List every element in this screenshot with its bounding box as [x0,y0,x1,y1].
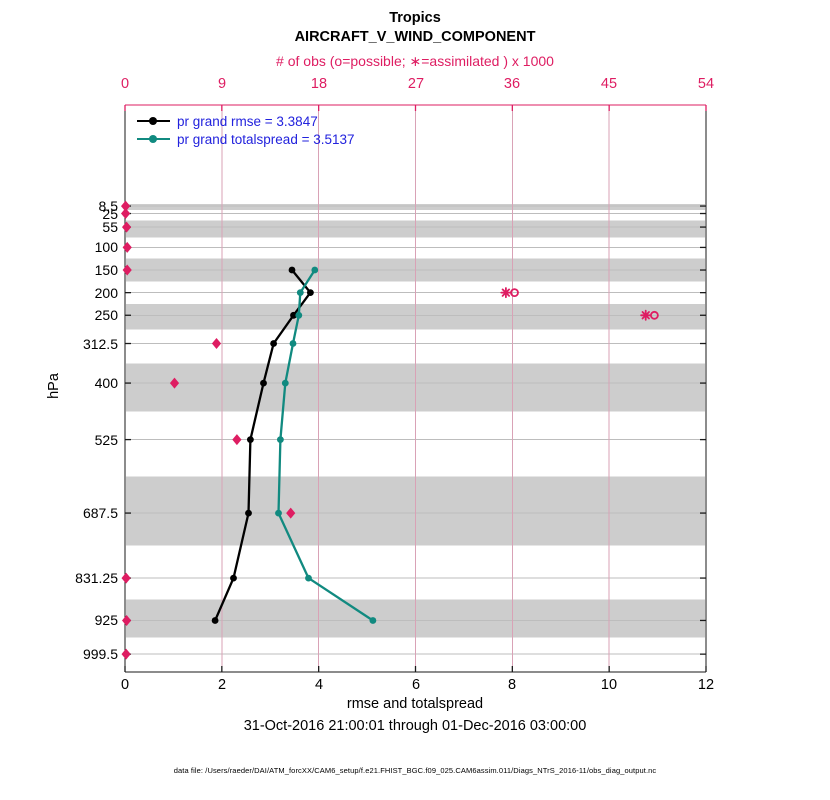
x-tick-label: 10 [600,677,618,693]
obs-marker [122,241,132,253]
x-tick-label: 4 [314,677,324,693]
pr-grand-totalspread-point [275,509,282,517]
pr-grand-rmse-point [247,436,254,443]
pr-grand-totalspread-point [311,266,319,274]
x-tick-label: 2 [217,677,227,693]
top-tick-label: 18 [310,76,328,92]
pr-grand-totalspread-point [277,436,284,443]
legend-swatch-totalspread [137,130,170,148]
obs-marker [121,208,131,219]
legend: pr grand rmse = 3.3847 pr grand totalspr… [137,112,355,148]
obs-marker [211,338,222,349]
x-tick-label: 12 [697,677,715,693]
legend-label-rmse: pr grand rmse = 3.3847 [177,113,318,129]
y-tick-label: 312.5 [82,336,118,352]
pr-grand-rmse-point [260,379,267,387]
y-axis-title: hPa [46,373,62,399]
obs-marker [121,648,131,660]
date-range: 31-Oct-2016 21:00:01 through 01-Dec-2016… [243,718,587,734]
y-tick-label: 55 [102,219,118,235]
x-tick-label: 0 [120,677,130,693]
data-file-note: data file: /Users/raeder/DAI/ATM_forcXX/… [173,766,657,775]
pr-grand-totalspread-point [369,617,377,624]
pr-grand-rmse-point [230,574,237,582]
y-tick-label: 999.5 [82,646,118,662]
pr-grand-rmse-point [245,509,252,517]
chart-title: Tropics [389,10,441,26]
y-tick-label: 525 [94,432,118,448]
top-tick-label: 45 [600,76,618,92]
top-tick-label: 9 [217,76,227,92]
y-tick-label: 150 [94,262,118,278]
pr-grand-totalspread-point [305,574,312,582]
y-tick-label: 100 [94,239,118,255]
y-tick-label: 25 [102,206,118,222]
y-tick-label: 250 [94,307,118,323]
top-tick-label: 36 [503,76,521,92]
y-tick-label: 8.5 [98,198,118,214]
x-tick-label: 6 [411,677,421,693]
y-tick-label: 831.25 [75,570,118,586]
x-axis-title: rmse and totalspread [346,696,484,712]
x-tick-label: 8 [507,677,517,693]
pr-grand-rmse-point [290,311,297,319]
chart-subtitle: AIRCRAFT_V_WIND_COMPONENT [294,29,536,45]
pr-grand-rmse-point [288,266,296,274]
pr-grand-rmse-point [270,340,277,347]
legend-dot-icon [149,135,157,143]
y-tick-label: 400 [94,375,118,391]
top-tick-label: 27 [407,76,425,92]
obs-marker [122,615,132,626]
pr-grand-rmse-point [307,289,314,296]
pr-grand-rmse-point [211,617,219,624]
y-tick-label: 687.5 [82,505,118,521]
top-tick-label: 54 [697,76,715,92]
obs-marker [122,221,132,233]
obs-marker [232,434,242,446]
legend-swatch-rmse [137,112,170,130]
obs-marker [169,377,180,389]
legend-item-rmse: pr grand rmse = 3.3847 [137,112,355,130]
legend-label-totalspread: pr grand totalspread = 3.5137 [177,131,355,147]
obs-marker [121,200,131,212]
obs-assimilated-marker [501,288,511,297]
y-tick-label: 925 [94,612,118,628]
obs-assimilated-marker [641,311,650,320]
pr-grand-totalspread-point [289,340,297,347]
obs-possible-marker [510,288,519,298]
y-tick-label: 200 [94,285,118,301]
obs-possible-marker [650,310,659,320]
obs-marker [121,572,131,584]
pr-grand-totalspread-point [295,311,303,319]
legend-item-totalspread: pr grand totalspread = 3.5137 [137,130,355,148]
obs-marker [122,264,132,276]
obs-marker [286,507,296,519]
top-tick-label: 0 [120,76,130,92]
pr-grand-totalspread-point [281,379,289,387]
pr-grand-totalspread-point [296,289,304,296]
top-axis-title: # of obs (o=possible; ∗=assimilated ) x … [276,53,554,69]
legend-dot-icon [149,117,157,125]
